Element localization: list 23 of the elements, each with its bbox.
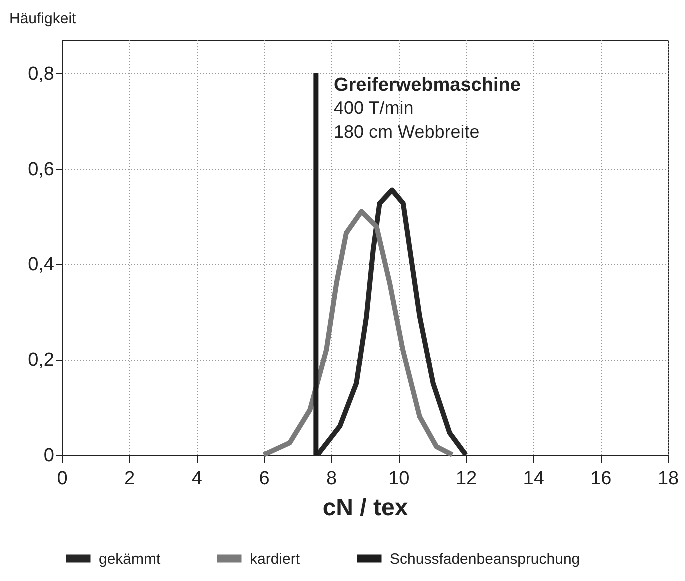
x-tick-label: 2 — [124, 468, 136, 490]
y-tick-label: 0,6 — [28, 159, 54, 180]
x-tick-label: 6 — [259, 468, 270, 490]
x-axis-title: cN / tex — [322, 494, 409, 522]
y-tick-label: 0,2 — [28, 350, 54, 372]
x-tick-label: 4 — [192, 468, 203, 490]
x-tick-label: 8 — [326, 468, 338, 490]
y-tick-label: 0 — [44, 446, 54, 466]
x-tick-label: 16 — [590, 468, 612, 490]
x-tick-label: 14 — [523, 468, 545, 490]
legend-label: Schussfadenbeanspruchung — [390, 550, 580, 568]
x-tick-label: 12 — [456, 468, 478, 490]
annotation: 180 cm Webbreite — [334, 122, 480, 142]
annotation: Greiferwebmaschine — [334, 75, 521, 96]
y-axis-title: Häufigkeit — [10, 10, 78, 28]
legend-label: gekämmt — [99, 550, 162, 568]
legend-label: kardiert — [250, 550, 301, 568]
x-tick-label: 10 — [388, 468, 410, 490]
y-tick-label: 0,8 — [28, 64, 54, 85]
x-tick-label: 18 — [658, 468, 680, 490]
x-tick-label: 0 — [57, 468, 68, 490]
annotation: 400 T/min — [334, 98, 414, 118]
y-tick-label: 0,4 — [28, 254, 55, 276]
